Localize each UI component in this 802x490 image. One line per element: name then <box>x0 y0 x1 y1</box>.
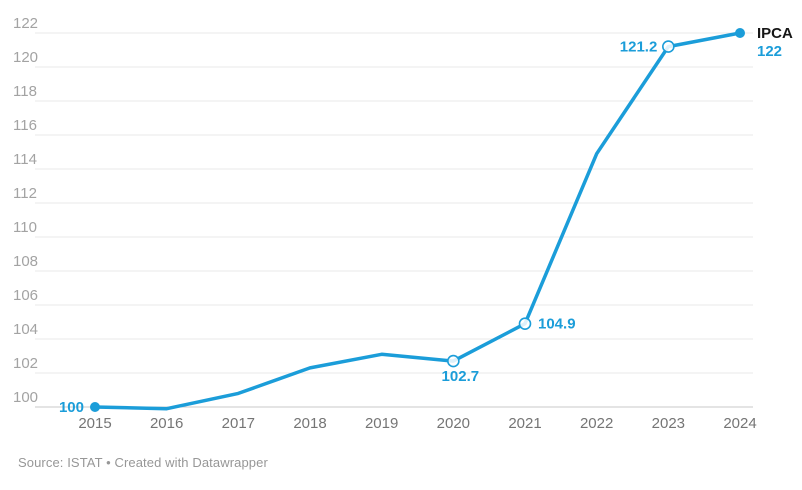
chart-plot-area: 100 102 104 106 108 110 112 114 116 118 120 122 2015… <box>13 15 793 432</box>
value-label: 102.7 <box>442 368 480 385</box>
y-tick-label: 106 <box>13 287 38 304</box>
value-label: 121.2 <box>620 39 658 56</box>
x-tick-label: 2019 <box>365 415 398 432</box>
y-tick-label: 108 <box>13 253 38 270</box>
value-label: 122 <box>757 43 782 60</box>
value-label: 104.9 <box>538 316 576 333</box>
y-tick-label: 112 <box>13 185 37 202</box>
data-point-filled <box>735 28 745 38</box>
x-tick-label: 2018 <box>293 415 326 432</box>
x-tick-label: 2017 <box>222 415 255 432</box>
source-line: Source: ISTAT • Created with Datawrapper <box>18 455 268 470</box>
value-label: 100 <box>59 399 84 416</box>
y-tick-label: 104 <box>13 321 38 338</box>
x-tick-label: 2021 <box>508 415 541 432</box>
series-label-ipca: IPCA <box>757 25 793 42</box>
y-tick-label: 116 <box>13 117 37 134</box>
y-tick-label: 100 <box>13 389 38 406</box>
x-tick-label: 2023 <box>652 415 685 432</box>
y-tick-label: 102 <box>13 355 38 372</box>
y-tick-label: 114 <box>13 151 37 168</box>
source-text: Source: ISTAT • Created with Datawrapper <box>18 455 268 470</box>
x-tick-label: 2016 <box>150 415 183 432</box>
x-tick-label: 2015 <box>78 415 111 432</box>
y-tick-label: 110 <box>13 219 37 236</box>
data-point-open <box>518 317 532 331</box>
data-point-filled <box>90 402 100 412</box>
y-tick-label: 122 <box>13 15 38 32</box>
y-tick-label: 118 <box>13 83 37 100</box>
data-point-open <box>447 354 460 368</box>
data-point-open <box>662 40 675 53</box>
y-tick-label: 120 <box>13 49 38 66</box>
x-tick-label: 2022 <box>580 415 613 432</box>
x-tick-label: 2020 <box>437 415 470 432</box>
x-tick-label: 2024 <box>723 415 756 432</box>
series-line-ipca <box>93 31 742 411</box>
